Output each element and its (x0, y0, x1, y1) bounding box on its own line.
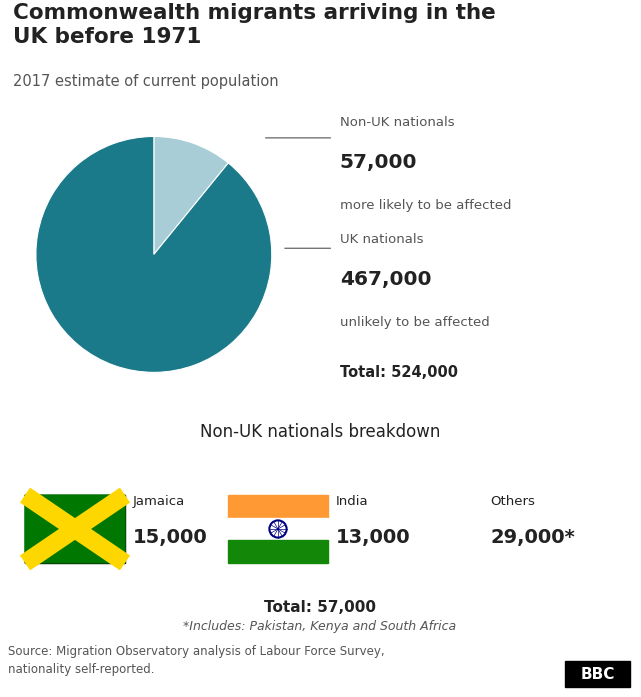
Text: Source: Migration Observatory analysis of Labour Force Survey,
nationality self-: Source: Migration Observatory analysis o… (8, 645, 385, 676)
Text: *Includes: Pakistan, Kenya and South Africa: *Includes: Pakistan, Kenya and South Afr… (183, 620, 456, 633)
Text: BBC: BBC (580, 666, 615, 682)
Polygon shape (25, 495, 125, 529)
Polygon shape (25, 495, 75, 563)
Text: 57,000: 57,000 (340, 153, 417, 172)
Text: Non-UK nationals: Non-UK nationals (340, 116, 454, 130)
Text: Others: Others (490, 495, 535, 508)
Text: 15,000: 15,000 (133, 528, 208, 546)
Bar (228, 495, 328, 518)
Wedge shape (36, 137, 272, 372)
Polygon shape (25, 529, 125, 563)
Wedge shape (154, 137, 228, 254)
Text: unlikely to be affected: unlikely to be affected (340, 316, 490, 329)
Text: more likely to be affected: more likely to be affected (340, 199, 512, 212)
Text: 467,000: 467,000 (340, 270, 431, 289)
Bar (565, 661, 630, 687)
Text: Jamaica: Jamaica (133, 495, 185, 508)
Bar (228, 518, 328, 540)
Text: UK nationals: UK nationals (340, 233, 423, 246)
Text: 13,000: 13,000 (336, 528, 411, 546)
Text: Commonwealth migrants arriving in the
UK before 1971: Commonwealth migrants arriving in the UK… (13, 3, 495, 47)
Text: Total: 524,000: Total: 524,000 (340, 365, 458, 380)
Text: Non-UK nationals breakdown: Non-UK nationals breakdown (200, 423, 440, 441)
Text: Total: 57,000: Total: 57,000 (264, 600, 376, 615)
Text: India: India (336, 495, 369, 508)
Text: 2017 estimate of current population: 2017 estimate of current population (13, 74, 278, 89)
Text: 29,000*: 29,000* (490, 528, 575, 546)
Bar (25, 495, 125, 563)
Bar (228, 540, 328, 563)
Polygon shape (75, 495, 125, 563)
